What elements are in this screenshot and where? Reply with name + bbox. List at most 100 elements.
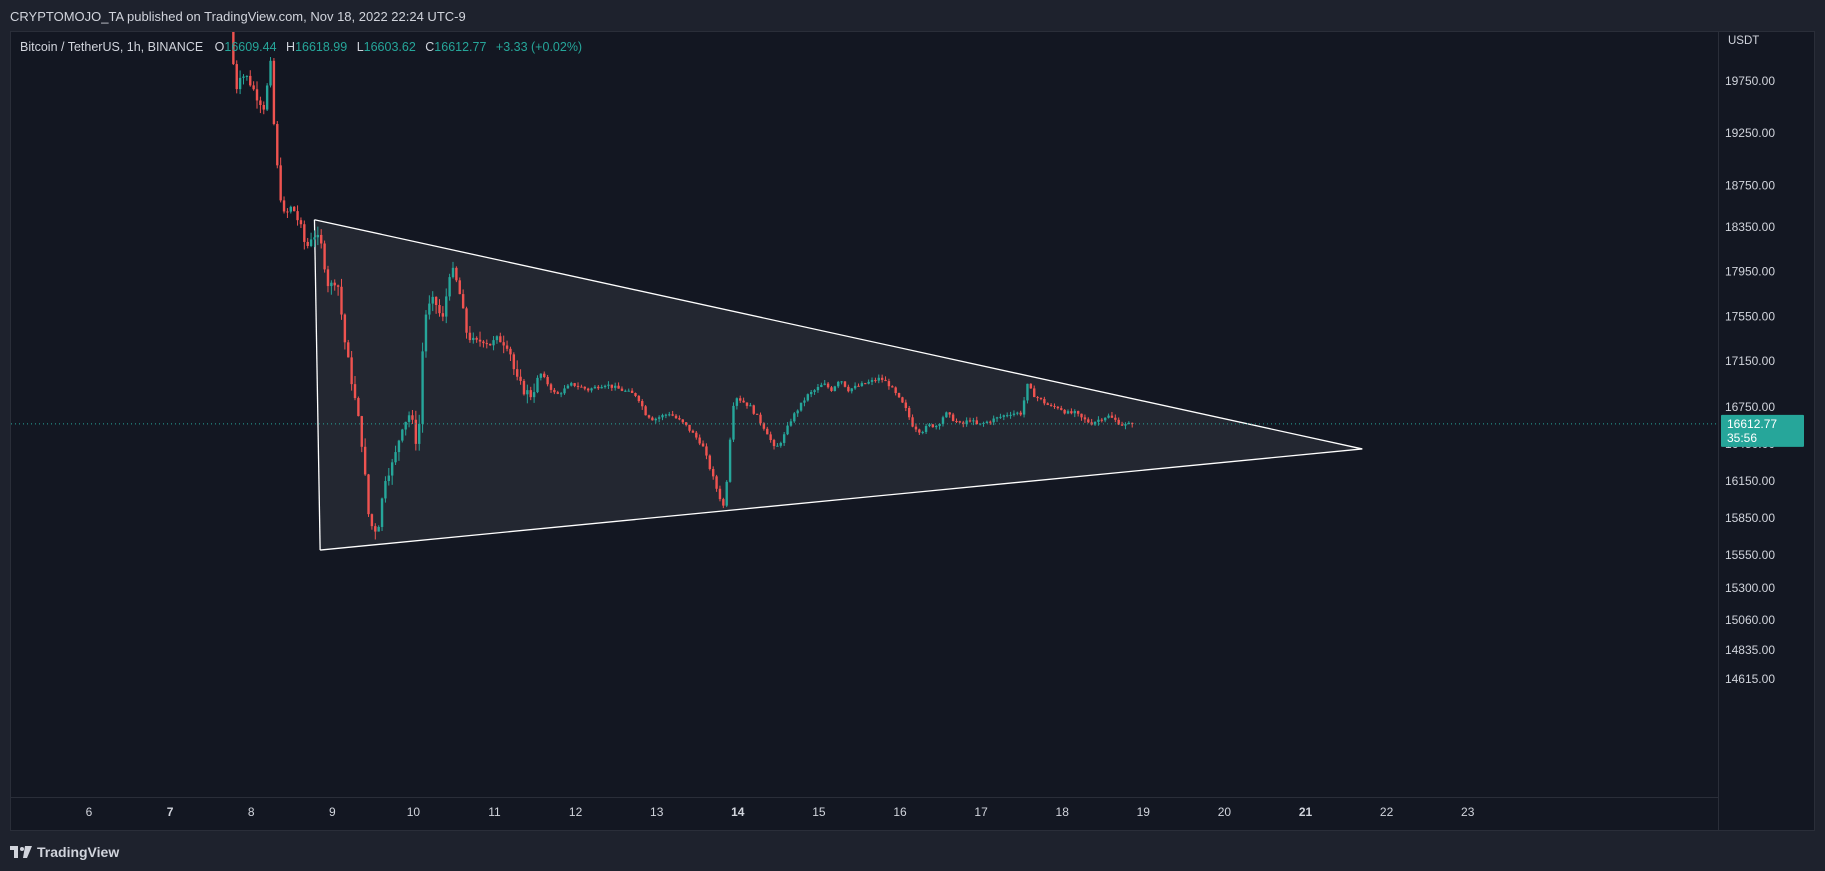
candle-body: [370, 514, 374, 527]
candle-body: [529, 390, 532, 398]
candle-body: [695, 432, 698, 438]
candle-body: [333, 282, 336, 286]
candle-body: [698, 437, 701, 444]
candle-body: [465, 308, 468, 333]
candle-body: [637, 395, 641, 402]
time-tick-label: 15: [812, 805, 826, 819]
candle-body: [992, 418, 995, 423]
candle-body: [870, 380, 874, 382]
time-tick-label: 13: [650, 805, 664, 819]
candle-body: [948, 412, 951, 415]
candle-body: [762, 423, 766, 429]
candle-body: [630, 390, 634, 393]
candle-body: [843, 381, 847, 387]
candle-body: [678, 418, 681, 420]
candle-body: [735, 398, 739, 406]
candle-body: [363, 446, 367, 475]
candle-body: [634, 392, 637, 396]
chart-pane[interactable]: Bitcoin / TetherUS, 1h, BINANCE O16609.4…: [10, 31, 1815, 831]
candle-body: [468, 332, 472, 341]
candlestick-chart[interactable]: USDT 19750.00 19250.00 18750.00 18350.00 1795…: [11, 32, 1814, 830]
candle-body: [684, 422, 688, 425]
candle-body: [1009, 414, 1012, 416]
candle-body: [566, 385, 570, 389]
candle-body: [620, 388, 624, 391]
candle-body: [664, 414, 668, 416]
candle-body: [897, 393, 901, 398]
candle-body: [1053, 405, 1056, 407]
candle-body: [887, 381, 891, 387]
candle-body: [316, 234, 320, 238]
candle-body: [661, 415, 664, 418]
candle-body: [424, 314, 428, 352]
candle-body: [1056, 406, 1060, 409]
candle-body: [255, 89, 259, 101]
candle-body: [813, 390, 816, 392]
candle-body: [347, 342, 350, 358]
time-tick-label: 21: [1299, 805, 1313, 819]
candle-body: [705, 446, 708, 456]
candle-body: [448, 277, 451, 297]
candle-body: [793, 413, 796, 422]
candle-body: [411, 415, 414, 420]
time-scale[interactable]: [11, 797, 1719, 830]
candle-body: [877, 377, 880, 381]
symbol-title[interactable]: Bitcoin / TetherUS, 1h, BINANCE: [20, 40, 204, 54]
candle-body: [674, 415, 678, 419]
candle-body: [245, 75, 249, 77]
candle-body: [691, 430, 695, 433]
candle-body: [603, 385, 607, 388]
candle-body: [647, 415, 651, 418]
candle-body: [252, 85, 255, 90]
candle-body: [573, 383, 576, 386]
time-tick-label: 17: [974, 805, 988, 819]
candle-body: [938, 423, 941, 426]
publish-line: CRYPTOMOJO_TA published on TradingView.c…: [10, 9, 466, 24]
candle-body: [320, 234, 323, 244]
candle-body: [1066, 411, 1070, 414]
triangle-lower-line: [320, 448, 1363, 551]
candle-body: [708, 455, 712, 470]
candle-body: [978, 423, 982, 425]
candle-body: [1012, 413, 1016, 415]
candle-body: [509, 348, 512, 355]
candle-body: [901, 397, 904, 403]
candle-body: [894, 387, 897, 394]
candle-body: [309, 239, 313, 246]
candle-body: [492, 340, 495, 346]
tradingview-logo[interactable]: TradingView: [10, 844, 119, 860]
candle-body: [445, 296, 448, 317]
time-axis: 6 7 8 9 10 11 12 13 14 15 16 17 18 19 20 21 22 23: [86, 805, 1475, 819]
candle-body: [367, 474, 370, 515]
candle-body: [451, 267, 455, 278]
candle-body: [850, 388, 853, 392]
candle-body: [438, 305, 441, 314]
footer-bar: TradingView: [0, 831, 1825, 871]
candle-body: [276, 124, 279, 166]
candle-body: [820, 384, 823, 388]
candle-body: [404, 421, 407, 430]
candle-body: [505, 345, 509, 349]
candle-body: [340, 286, 343, 315]
candle-body: [353, 384, 357, 399]
candle-body: [806, 394, 810, 401]
candle-body: [749, 405, 752, 407]
candle-body: [931, 424, 935, 428]
low-value: 16603.62: [363, 40, 416, 54]
candle-body: [407, 415, 411, 422]
candle-body: [265, 85, 269, 110]
candle-body: [1127, 422, 1131, 425]
currency-label: USDT: [1728, 35, 1759, 47]
candle-body: [1120, 424, 1124, 426]
candle-body: [965, 420, 968, 425]
change-value: +3.33 (+0.02%): [495, 40, 583, 54]
candle-body: [755, 413, 759, 415]
candle-body: [418, 423, 421, 444]
candle-body: [1073, 411, 1076, 414]
price-scale[interactable]: [1718, 32, 1814, 830]
candle-body: [1083, 417, 1087, 420]
candle-body: [607, 384, 610, 386]
candle-body: [921, 431, 924, 433]
candle-body: [242, 76, 245, 78]
candle-body: [1016, 412, 1019, 414]
